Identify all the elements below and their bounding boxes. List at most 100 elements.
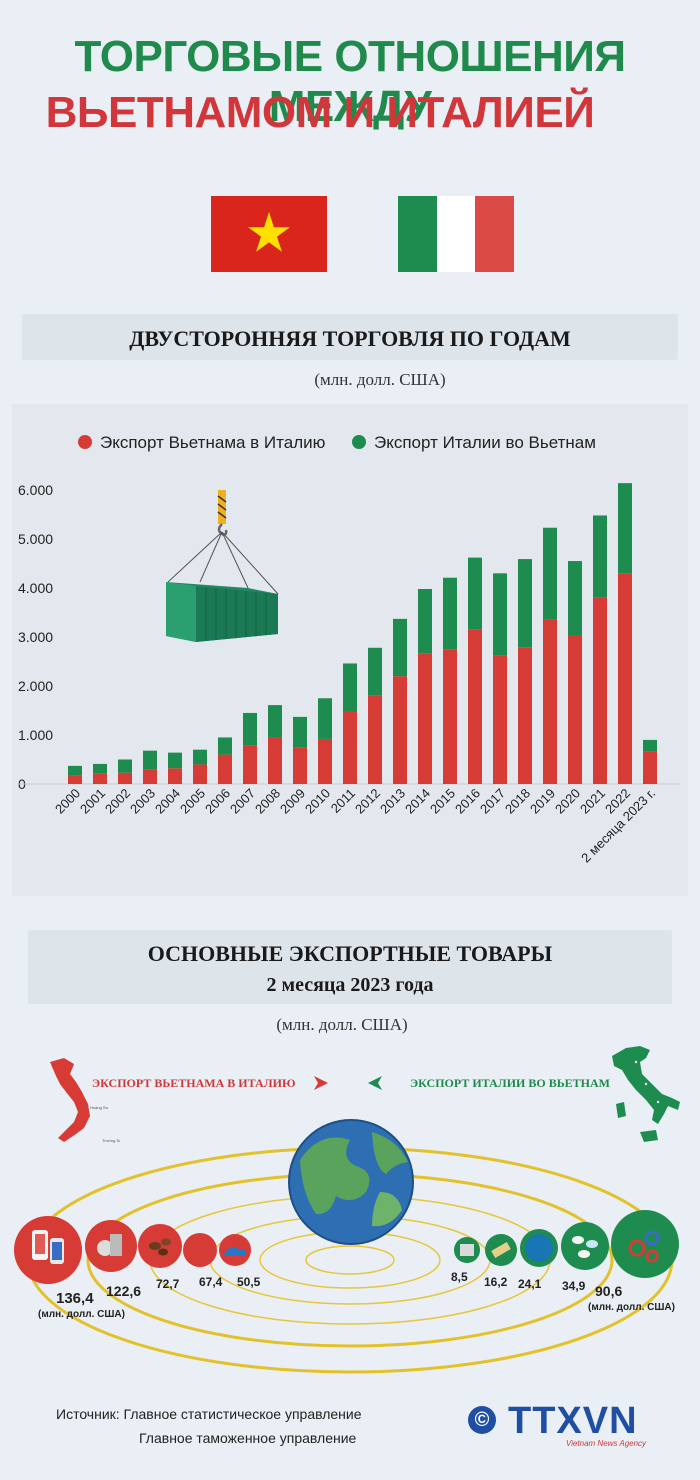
vietnam-map-icon: Hoàng Sa Trường Sa [50, 1058, 120, 1143]
bar-vietnam-export [518, 647, 532, 784]
bar-italy-export [393, 618, 407, 677]
x-tick-label: 2021 [577, 786, 608, 817]
x-tick-label: 2002 [102, 786, 133, 817]
bar-vietnam-export [543, 619, 557, 784]
bar-vietnam-export [168, 768, 182, 784]
section1-band [22, 314, 678, 360]
it-product-1 [454, 1237, 480, 1263]
bar-vietnam-export [118, 772, 132, 784]
bar-vietnam-export [93, 773, 107, 784]
bar-italy-export [293, 716, 307, 748]
bar-italy-export [68, 765, 82, 776]
bar-vietnam-export [568, 635, 582, 784]
y-tick-label: 3.000 [18, 629, 53, 645]
legend-item-italy: Экспорт Италии во Вьетнам [352, 433, 596, 453]
section2-title: ОСНОВНЫЕ ЭКСПОРТНЫЕ ТОВАРЫ [147, 941, 553, 966]
x-tick-label: 2012 [352, 786, 383, 817]
bar-italy-export [268, 705, 282, 738]
bar-vietnam-export [593, 597, 607, 784]
bar-vietnam-export [618, 573, 632, 784]
vn-value-3: 72,7 [156, 1277, 180, 1291]
svg-text:Hoàng Sa: Hoàng Sa [90, 1105, 109, 1110]
it-product-2 [485, 1234, 517, 1266]
arrow-right-icon [314, 1076, 328, 1090]
y-tick-label: 5.000 [18, 531, 53, 547]
section1-units: (млн. долл. США) [314, 370, 446, 389]
x-tick-label: 2013 [377, 786, 408, 817]
bar-italy-export [218, 737, 232, 755]
vn-value-5: 50,5 [237, 1275, 261, 1289]
bar-italy-export [143, 750, 157, 770]
bar-vietnam-export [343, 711, 357, 784]
bar-vietnam-export [318, 738, 332, 784]
bar-italy-export [118, 759, 132, 773]
italy-flag [398, 196, 515, 272]
x-tick-label: 2001 [77, 786, 108, 817]
y-tick-label: 6.000 [18, 482, 53, 498]
x-tick-label: 2006 [202, 786, 233, 817]
copyright-icon: © [468, 1406, 496, 1434]
bar-vietnam-export [493, 655, 507, 784]
vn-product-shoes [219, 1234, 251, 1266]
x-tick-label: 2003 [127, 786, 158, 817]
bar-italy-export [418, 588, 432, 654]
section1-title: ДВУСТОРОННЯЯ ТОРГОВЛЯ ПО ГОДАМ [129, 326, 571, 351]
legend-label-italy: Экспорт Италии во Вьетнам [374, 433, 596, 452]
x-tick-label: 2004 [152, 786, 183, 817]
bar-italy-export [193, 749, 207, 765]
x-tick-label: 2019 [527, 786, 558, 817]
bar-vietnam-export [468, 629, 482, 784]
bar-italy-export [168, 752, 182, 769]
x-tick-label: 2014 [402, 786, 433, 817]
bar-italy-export [568, 561, 582, 636]
it-value-3: 24,1 [518, 1277, 542, 1291]
bar-vietnam-export [268, 737, 282, 784]
bar-italy-export [93, 763, 107, 774]
it-value-5: 90,6 [595, 1283, 623, 1299]
page-title-line1: ТОРГОВЫЕ ОТНОШЕНИЯ МЕЖДУ [74, 32, 626, 131]
ttxvn-logo-sub: Vietnam News Agency [566, 1439, 647, 1448]
x-tick-label: 2005 [177, 786, 208, 817]
section2-units: (млн. долл. США) [276, 1015, 408, 1034]
it-export-label: ЭКСПОРТ ИТАЛИИ ВО ВЬЕТНАМ [410, 1076, 610, 1090]
bar-italy-export [368, 647, 382, 696]
orbit-diagram [14, 1119, 679, 1374]
bar-vietnam-export [393, 676, 407, 784]
bar-italy-export [493, 573, 507, 656]
bar-italy-export [443, 577, 457, 650]
legend-green-dot [352, 435, 366, 449]
bar-vietnam-export [243, 745, 257, 784]
bar-vietnam-export [68, 775, 82, 784]
it-value-2: 16,2 [484, 1275, 508, 1289]
bar-italy-export [543, 527, 557, 620]
bar-vietnam-export [218, 754, 232, 784]
x-tick-label: 2018 [502, 786, 533, 817]
section2-subtitle: 2 месяца 2023 года [266, 974, 434, 996]
vn-value-1: 136,4 [56, 1290, 94, 1307]
x-tick-label: 2007 [227, 786, 258, 817]
bar-vietnam-export [193, 764, 207, 784]
bar-vietnam-export [368, 695, 382, 784]
bar-vietnam-export [293, 747, 307, 784]
y-tick-label: 1.000 [18, 727, 53, 743]
x-tick-label: 2009 [277, 786, 308, 817]
vn-product-coffee [138, 1224, 182, 1268]
svg-text:Trường Sa: Trường Sa [102, 1138, 120, 1143]
ttxvn-logo: TTXVN [508, 1400, 638, 1442]
x-tick-label: 2010 [302, 786, 333, 817]
it-product-3 [520, 1229, 558, 1267]
vn-export-label: ЭКСПОРТ ВЬЕТНАМА В ИТАЛИЮ [92, 1076, 296, 1090]
it-product-machinery [611, 1210, 679, 1278]
section2-band [28, 930, 672, 1004]
vietnam-flag [211, 196, 327, 272]
source-line2: Главное таможенное управление [139, 1430, 357, 1446]
x-tick-label: 2020 [552, 786, 583, 817]
vn-product-phones [14, 1216, 82, 1284]
x-tick-label: 2015 [427, 786, 458, 817]
bar-italy-export [518, 559, 532, 648]
bar-italy-export [618, 483, 632, 574]
it-value-unit: (млн. долл. США) [588, 1302, 675, 1313]
vn-value-unit: (млн. долл. США) [38, 1309, 125, 1320]
vn-value-4: 67,4 [199, 1275, 223, 1289]
